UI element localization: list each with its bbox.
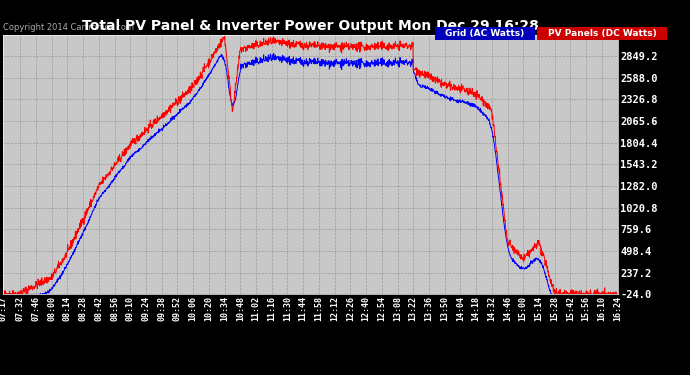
- Bar: [537, 27, 667, 40]
- Bar: [435, 27, 535, 40]
- Text: PV Panels (DC Watts): PV Panels (DC Watts): [548, 29, 656, 38]
- Text: Copyright 2014 Cartronics.com: Copyright 2014 Cartronics.com: [3, 23, 135, 32]
- Title: Total PV Panel & Inverter Power Output Mon Dec 29 16:28: Total PV Panel & Inverter Power Output M…: [82, 20, 539, 33]
- Text: Grid (AC Watts): Grid (AC Watts): [445, 29, 524, 38]
